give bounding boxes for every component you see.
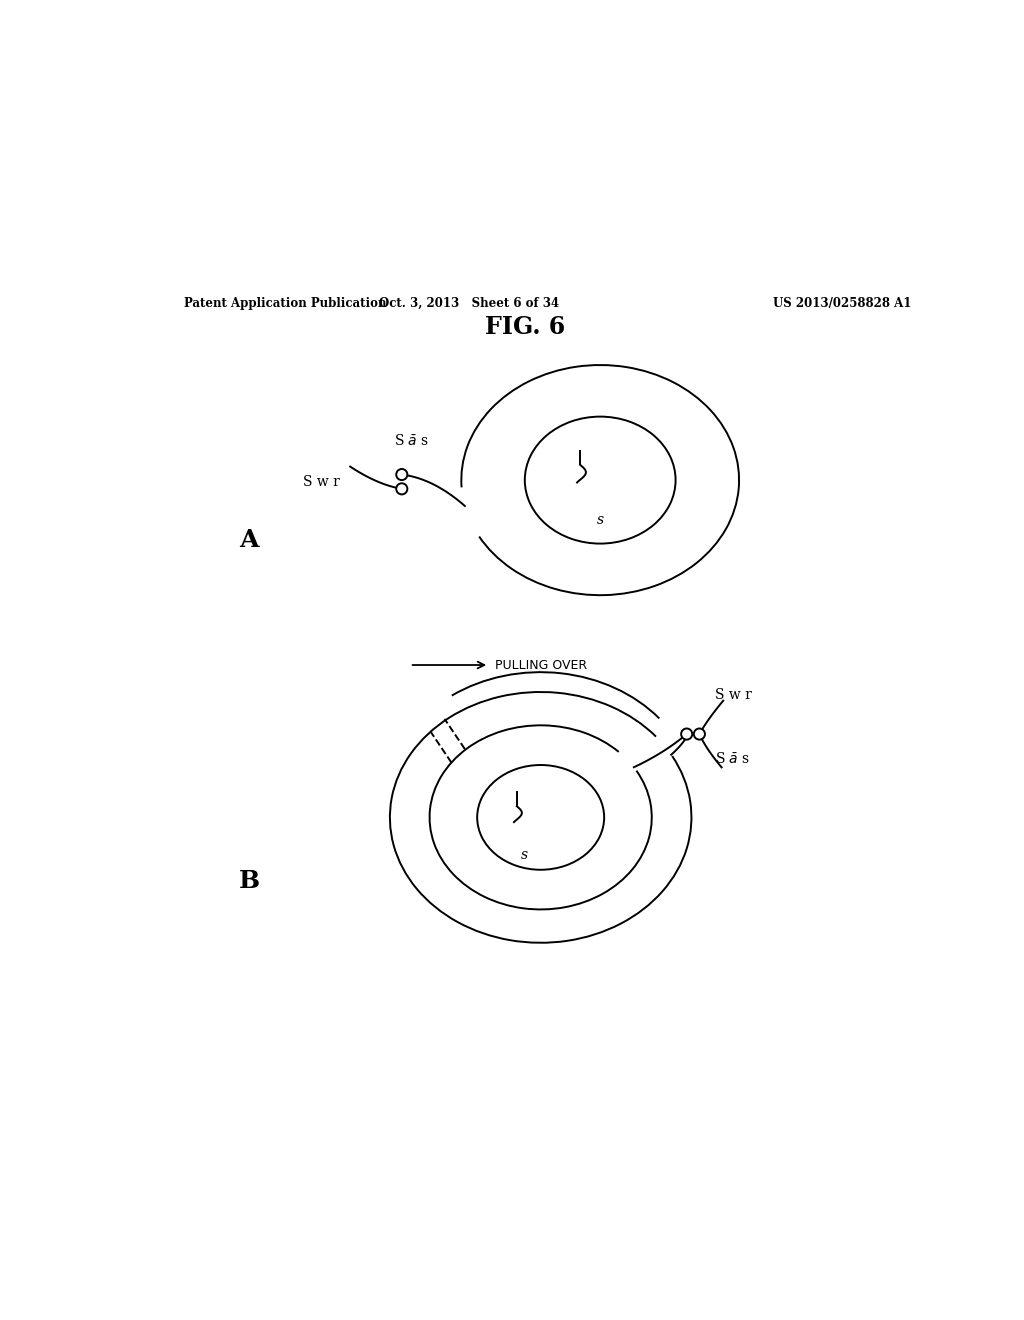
Text: s: s — [521, 849, 528, 862]
Circle shape — [681, 729, 692, 739]
Text: S w r: S w r — [303, 475, 340, 488]
Text: S $\mathit{\bar{a}}$ s: S $\mathit{\bar{a}}$ s — [394, 433, 429, 449]
Text: Oct. 3, 2013   Sheet 6 of 34: Oct. 3, 2013 Sheet 6 of 34 — [379, 297, 559, 310]
Text: A: A — [240, 528, 259, 552]
Text: s: s — [597, 512, 604, 527]
Text: S w r: S w r — [715, 688, 753, 702]
Text: B: B — [240, 869, 260, 892]
Text: PULLING OVER: PULLING OVER — [495, 659, 587, 672]
Text: US 2013/0258828 A1: US 2013/0258828 A1 — [773, 297, 911, 310]
Text: S $\mathit{\bar{a}}$ s: S $\mathit{\bar{a}}$ s — [715, 751, 751, 766]
Circle shape — [396, 469, 408, 480]
Circle shape — [694, 729, 705, 739]
Text: Patent Application Publication: Patent Application Publication — [183, 297, 386, 310]
Circle shape — [396, 483, 408, 495]
Text: FIG. 6: FIG. 6 — [484, 315, 565, 339]
